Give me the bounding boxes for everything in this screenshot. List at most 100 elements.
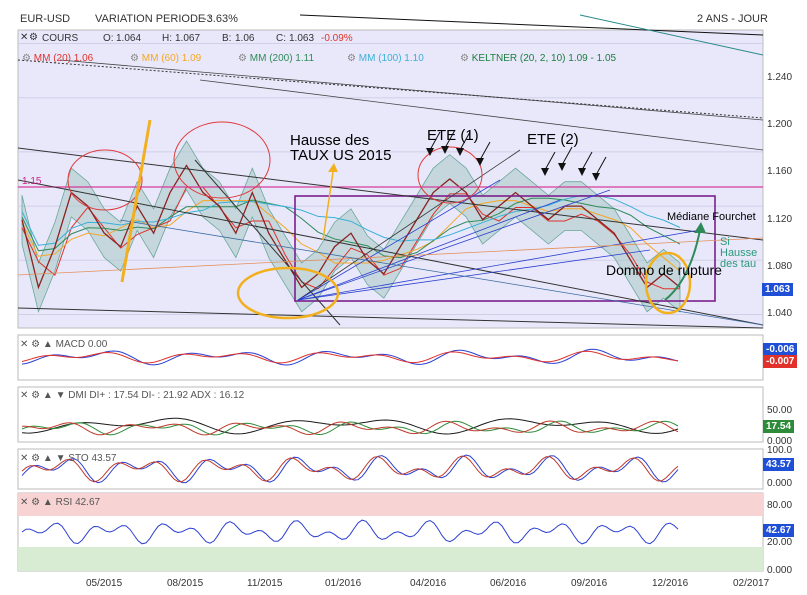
close-icon[interactable]: ✕ bbox=[20, 339, 29, 350]
ma-legend-item: ⚙ KELTNER (20, 2, 10) 1.09 - 1.05 bbox=[460, 53, 616, 64]
rsi-label: RSI bbox=[55, 497, 73, 508]
gear-icon[interactable]: ⚙ bbox=[31, 497, 41, 508]
ete-arrow-head bbox=[456, 148, 464, 156]
dmi-axis-top: 50.00 bbox=[767, 405, 793, 416]
close-value: 1.063 bbox=[289, 33, 315, 44]
x-tick-label: 01/2016 bbox=[325, 578, 362, 589]
rsi-overbought-zone bbox=[18, 493, 763, 516]
timeframe-label: 2 ANS - JOUR bbox=[697, 13, 768, 25]
ma-legend-item: ⚙ MM (200) 1.11 bbox=[238, 53, 314, 64]
gear-icon[interactable]: ⚙ bbox=[22, 53, 34, 64]
annotation-mediane: Médiane Fourchet bbox=[667, 211, 756, 223]
open-value: 1.064 bbox=[116, 33, 142, 44]
arrow-up-icon[interactable]: ▲ bbox=[42, 497, 53, 508]
macd-tag-1: -0.006 bbox=[763, 343, 798, 356]
variation-label: VARIATION PERIODE : bbox=[95, 13, 212, 25]
close-icon[interactable]: ✕ bbox=[20, 453, 29, 464]
dmi-minus-line bbox=[22, 420, 679, 436]
ete-arrow-head bbox=[426, 148, 434, 156]
close-icon[interactable]: ✕ bbox=[20, 497, 29, 508]
ma-legend-item: ⚙ MM (60) 1.09 bbox=[130, 53, 201, 64]
moving-average-line bbox=[21, 186, 680, 290]
x-tick-label: 09/2016 bbox=[571, 578, 608, 589]
annotation-level-115: 1.15 bbox=[22, 176, 42, 187]
rsi-axis-80: 80.00 bbox=[767, 500, 793, 511]
dmi-axis-bottom: 0.000 bbox=[767, 436, 793, 447]
low-label: B: bbox=[222, 33, 232, 44]
annotation-si-hausse: Si Hausse des tau bbox=[720, 236, 758, 270]
arrow-up-icon[interactable]: ▲ bbox=[42, 339, 53, 350]
close-icon[interactable]: ✕ bbox=[20, 390, 29, 401]
variation-value: -3.63% bbox=[203, 13, 238, 25]
x-tick-label: 04/2016 bbox=[410, 578, 447, 589]
rsi-line bbox=[21, 519, 679, 545]
ma-legend-label: KELTNER (20, 2, 10) 1.09 - 1.05 bbox=[471, 53, 617, 64]
symbol-label: EUR-USD bbox=[20, 13, 71, 25]
gear-icon[interactable]: ⚙ bbox=[31, 390, 41, 401]
ma-legend-item: ⚙ MM (20) 1.06 bbox=[22, 53, 93, 64]
close-label: C: bbox=[276, 33, 286, 44]
trend-line bbox=[297, 249, 651, 301]
gear-icon[interactable]: ⚙ bbox=[460, 53, 472, 64]
cours-label: COURS bbox=[42, 33, 79, 44]
dmi-text: DI+ : 17.54 DI- : 21.92 ADX : 16.12 bbox=[89, 390, 245, 401]
annotation-circle bbox=[173, 121, 271, 199]
ete-arrow-head bbox=[578, 168, 586, 176]
trend-line bbox=[297, 189, 611, 301]
arrow-up-icon[interactable]: ▲ bbox=[42, 390, 53, 401]
gear-icon[interactable]: ⚙ bbox=[347, 53, 359, 64]
ete-arrow bbox=[595, 156, 607, 176]
y-tick-label: 1.200 bbox=[767, 119, 793, 130]
trend-line bbox=[17, 237, 764, 276]
close-change: -0.09% bbox=[321, 33, 353, 44]
dmi-panel bbox=[17, 386, 764, 443]
arrow-down-icon[interactable]: ▼ bbox=[55, 453, 66, 464]
trend-line bbox=[17, 307, 764, 329]
top-trend-line bbox=[299, 14, 764, 36]
ete-arrow-head bbox=[558, 163, 566, 171]
annotation-ete1: ETE (1) bbox=[427, 127, 479, 144]
ete-arrow-head bbox=[476, 158, 484, 166]
ete-arrow bbox=[444, 129, 456, 149]
y-tick-label: 1.040 bbox=[767, 308, 793, 319]
gear-icon[interactable]: ⚙ bbox=[31, 453, 41, 464]
macd-tag-2: -0.007 bbox=[763, 355, 798, 368]
dmi-adx-line bbox=[21, 417, 679, 435]
annotation-circle bbox=[67, 149, 143, 211]
trend-line bbox=[17, 179, 764, 326]
close-icon[interactable]: ✕ bbox=[20, 32, 29, 43]
ete-arrow-head bbox=[541, 168, 549, 176]
gear-icon[interactable]: ⚙ bbox=[238, 53, 250, 64]
low-value: 1.06 bbox=[235, 33, 255, 44]
ma-legend-label: MM (200) 1.11 bbox=[249, 53, 315, 64]
ma-legend-label: MM (100) 1.10 bbox=[358, 53, 424, 64]
gear-icon[interactable]: ⚙ bbox=[29, 32, 38, 43]
annotation-circle-yellow bbox=[236, 266, 340, 320]
macd-label: MACD bbox=[55, 339, 86, 350]
annotation-domino: Domino de rupture bbox=[606, 262, 722, 278]
chart-header: EUR-USD VARIATION PERIODE : -3.63% 2 ANS… bbox=[0, 0, 807, 30]
sto-axis-bottom: 0.000 bbox=[767, 478, 793, 489]
x-tick-label: 08/2015 bbox=[167, 578, 204, 589]
arrow-up-icon[interactable]: ▲ bbox=[42, 453, 53, 464]
ete-arrow bbox=[561, 146, 573, 166]
dmi-tag: 17.54 bbox=[763, 420, 795, 433]
rsi-value: 42.67 bbox=[75, 497, 101, 508]
gear-icon[interactable]: ⚙ bbox=[130, 53, 142, 64]
annotation-green-arrow bbox=[664, 229, 701, 301]
ete-arrow bbox=[459, 131, 471, 151]
gear-icon[interactable]: ⚙ bbox=[31, 339, 41, 350]
arrow-down-icon[interactable]: ▼ bbox=[55, 390, 66, 401]
sto-controls: ✕ ⚙ ▲ ▼ STO 43.57 bbox=[20, 453, 117, 464]
trend-line bbox=[59, 59, 764, 121]
macd-value: 0.00 bbox=[87, 339, 108, 350]
y-tick-label: 1.080 bbox=[767, 261, 793, 272]
annotation-circle bbox=[417, 146, 483, 204]
trend-line bbox=[199, 79, 764, 151]
ma-legend-item: ⚙ MM (100) 1.10 bbox=[347, 53, 424, 64]
dmi-plus-line bbox=[21, 420, 679, 436]
annotation-arrow-head bbox=[328, 163, 338, 172]
macd-controls: ✕ ⚙ ▲ MACD 0.00 bbox=[20, 339, 107, 350]
annotation-hausse-taux: Hausse des TAUX US 2015 bbox=[290, 132, 392, 164]
